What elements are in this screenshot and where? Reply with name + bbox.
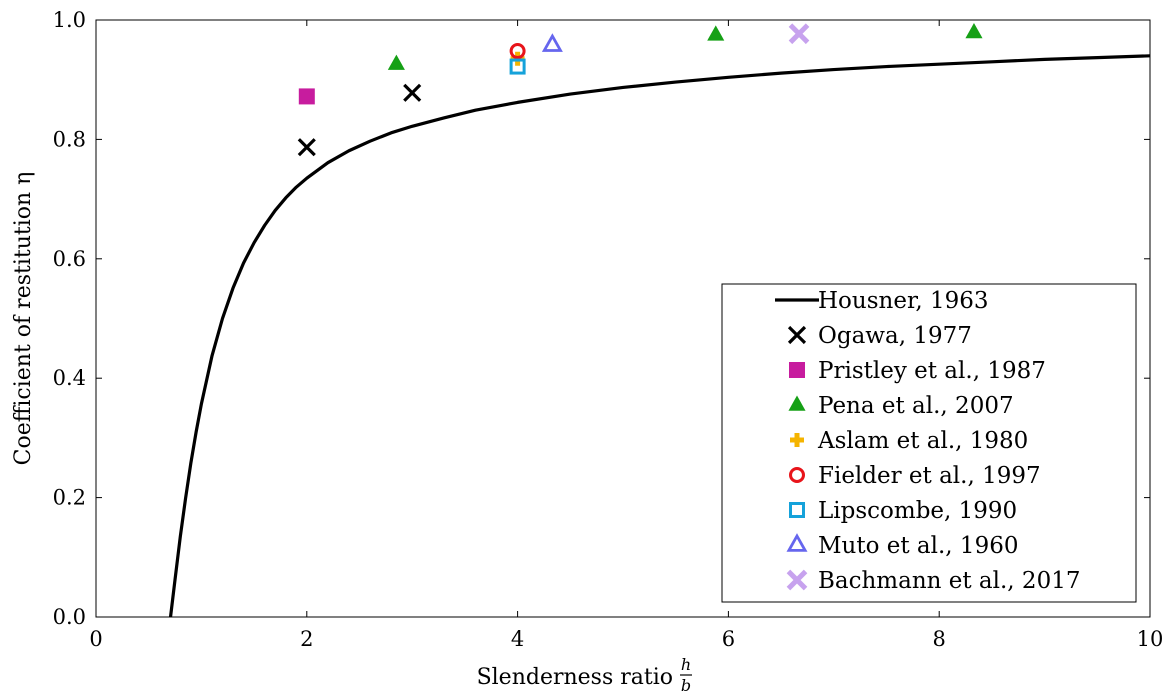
- data-point-pena-et-al-2007-2: [965, 23, 983, 39]
- legend-marker-ogawa-1977: [787, 325, 807, 345]
- x-axis-label: Slenderness ratio h b: [477, 655, 692, 695]
- data-point-pena-et-al-2007-2-shape: [965, 23, 983, 39]
- data-point-fielder-et-al-1997-0-shape: [509, 43, 526, 60]
- data-point-muto-et-al-1960-0-shape: [541, 33, 563, 52]
- legend-marker-aslam-et-al-1980-shape: [790, 433, 804, 447]
- y-tick-label: 0.8: [53, 127, 86, 151]
- legend-marker-pristley-et-al-1987-shape: [789, 362, 805, 378]
- legend-marker-pena-et-al-2007-shape: [788, 395, 806, 411]
- data-point-pristley-et-al-1987-0-shape: [298, 88, 315, 105]
- data-point-pena-et-al-2007-1-shape: [707, 25, 725, 41]
- legend-label-lipscombe-1990: Lipscombe, 1990: [818, 498, 1017, 524]
- data-point-lipscombe-1990-0-shape: [509, 58, 526, 75]
- data-point-lipscombe-1990-0: [509, 58, 526, 75]
- data-point-ogawa-1977-0-shape: [297, 138, 316, 157]
- legend-marker-lipscombe-1990-shape: [789, 502, 805, 518]
- data-point-pena-et-al-2007-0-shape: [387, 54, 405, 70]
- x-axis-label-denominator: b: [681, 676, 691, 695]
- legend-label-bachmann-et-al-2017: Bachmann et al., 2017: [818, 568, 1080, 594]
- y-tick-label: 0.4: [53, 366, 86, 390]
- legend-marker-bachmann-et-al-2017-shape: [786, 569, 808, 591]
- data-point-ogawa-1977-0: [297, 138, 316, 157]
- legend-marker-pena-et-al-2007: [788, 395, 806, 411]
- legend-marker-lipscombe-1990: [789, 502, 805, 518]
- series-line-housner-1963: [168, 54, 1151, 618]
- legend-label-ogawa-1977: Ogawa, 1977: [818, 323, 972, 349]
- data-point-bachmann-et-al-2017-0-shape: [788, 23, 810, 45]
- x-tick-label: 2: [300, 627, 313, 651]
- x-tick-label: 4: [511, 627, 524, 651]
- data-point-ogawa-1977-1: [403, 83, 422, 102]
- legend-marker-fielder-et-al-1997-shape: [789, 467, 805, 483]
- y-axis-label: Coefficient of restitution η: [11, 172, 36, 466]
- legend-marker-muto-et-al-1960-shape: [786, 533, 808, 552]
- legend-label-pena-et-al-2007: Pena et al., 2007: [818, 393, 1014, 419]
- data-point-pena-et-al-2007-1: [707, 25, 725, 41]
- data-point-pristley-et-al-1987-0: [298, 88, 315, 105]
- legend-marker-bachmann-et-al-2017: [786, 569, 808, 591]
- data-point-muto-et-al-1960-0: [541, 33, 563, 52]
- y-tick-label: 0.2: [53, 486, 86, 510]
- y-tick-label: 0.6: [53, 247, 86, 271]
- data-point-fielder-et-al-1997-0: [509, 43, 526, 60]
- legend-marker-ogawa-1977-shape: [787, 325, 807, 345]
- legend-label-fielder-et-al-1997: Fielder et al., 1997: [818, 463, 1041, 489]
- x-tick-label: 8: [933, 627, 946, 651]
- data-point-ogawa-1977-1-shape: [403, 83, 422, 102]
- legend-marker-muto-et-al-1960: [786, 533, 808, 552]
- legend-label-housner-1963: Housner, 1963: [818, 288, 989, 314]
- x-axis-label-text: Slenderness ratio: [477, 665, 673, 690]
- x-axis-label-numerator: h: [681, 655, 691, 674]
- x-tick-label: 10: [1137, 627, 1164, 651]
- y-tick-label: 0.0: [53, 605, 86, 629]
- data-point-pena-et-al-2007-0: [387, 54, 405, 70]
- y-tick-label: 1.0: [53, 8, 86, 32]
- legend-marker-aslam-et-al-1980: [790, 433, 804, 447]
- legend-marker-pristley-et-al-1987: [789, 362, 805, 378]
- legend-marker-fielder-et-al-1997: [789, 467, 805, 483]
- legend: Housner, 1963 Ogawa, 1977 Pristley et al.,…: [721, 283, 1137, 603]
- plot-frame: [95, 19, 1151, 618]
- legend-label-aslam-et-al-1980: Aslam et al., 1980: [817, 428, 1028, 454]
- legend-label-pristley-et-al-1987: Pristley et al., 1987: [818, 358, 1046, 384]
- data-point-bachmann-et-al-2017-0: [788, 23, 810, 45]
- legend-label-muto-et-al-1960: Muto et al., 1960: [818, 533, 1018, 559]
- x-tick-label: 6: [722, 627, 735, 651]
- x-tick-label: 0: [89, 627, 102, 651]
